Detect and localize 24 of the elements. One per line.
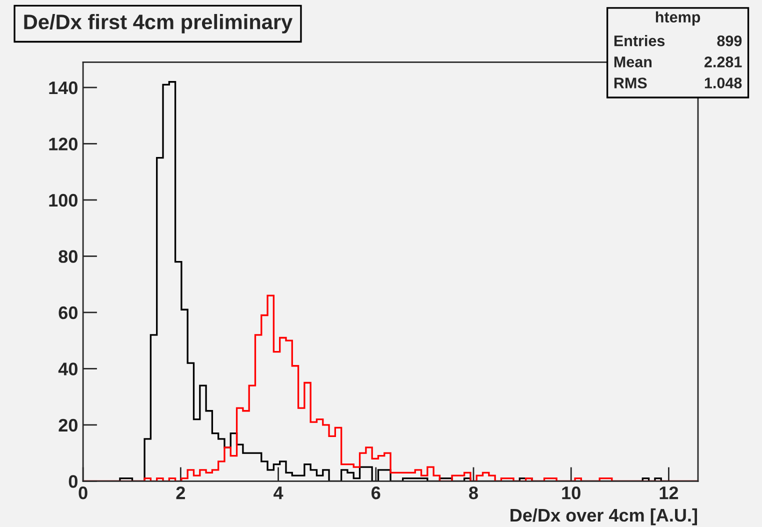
text: Entries bbox=[614, 35, 665, 46]
x-axis-title: De/Dx over 4cm [A.U.] bbox=[510, 508, 697, 526]
y-tick-label: 80 bbox=[58, 250, 78, 263]
y-tick-label: 40 bbox=[58, 362, 78, 376]
x-tick-label: 4 bbox=[274, 486, 284, 500]
text: 899 bbox=[717, 35, 742, 46]
x-tick-label: 12 bbox=[660, 486, 678, 500]
text: 1.048 bbox=[704, 78, 742, 88]
annotation: Mean bbox=[614, 56, 652, 68]
y-tick-label: 140 bbox=[49, 81, 78, 94]
y-tick-label: 120 bbox=[49, 138, 78, 150]
y-tick-label: 60 bbox=[58, 306, 78, 320]
x-tick-label: 0 bbox=[78, 486, 88, 500]
x-tick-label: 6 bbox=[372, 486, 380, 500]
x-tick-label: 10 bbox=[562, 486, 580, 500]
y-tick-label: 20 bbox=[58, 418, 78, 432]
chart-title: De/Dx first 4cm preliminary bbox=[24, 14, 293, 34]
y-tick-label: 0 bbox=[68, 475, 78, 488]
annotation: RMS bbox=[614, 78, 647, 88]
x-tick-label: 2 bbox=[176, 486, 185, 500]
y-tick-label: 100 bbox=[49, 194, 78, 207]
text: 2.281 bbox=[704, 56, 742, 68]
text: htemp bbox=[656, 11, 700, 26]
x-tick-label: 8 bbox=[469, 486, 478, 500]
